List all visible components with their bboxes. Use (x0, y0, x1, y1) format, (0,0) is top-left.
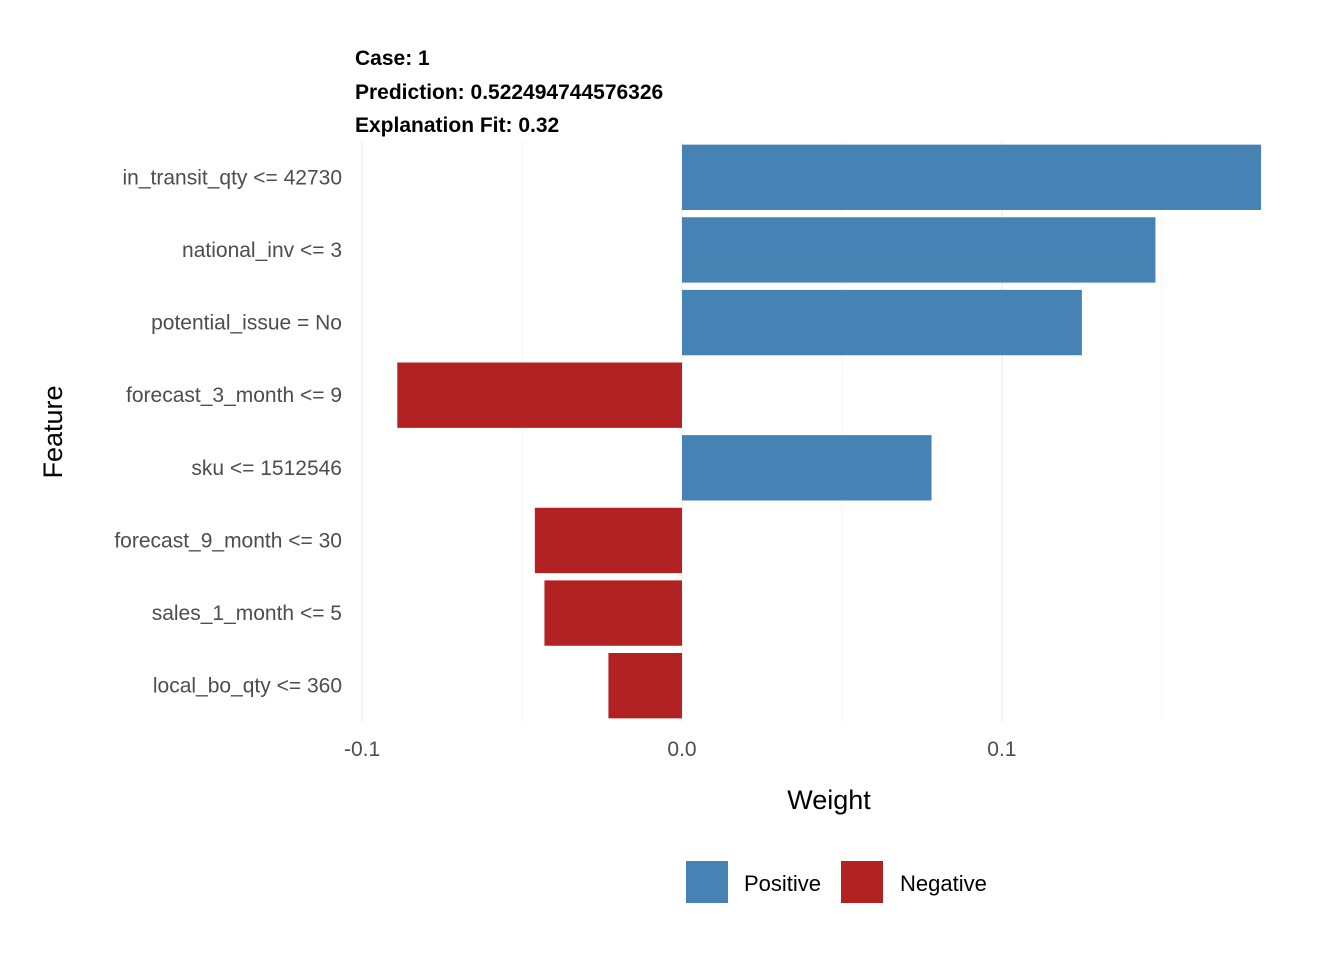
y-tick-label: forecast_3_month <= 9 (126, 384, 342, 407)
y-tick-label: in_transit_qty <= 42730 (123, 166, 343, 189)
bar-4 (397, 362, 682, 428)
legend: Positive Negative (686, 861, 987, 903)
chart-title: Case: 1 Prediction: 0.522494744576326 Ex… (355, 47, 663, 137)
y-tick-label: national_inv <= 3 (182, 239, 342, 262)
y-tick-label: sku <= 1512546 (191, 457, 342, 480)
bar-7 (544, 580, 682, 646)
legend-swatch-positive (686, 861, 728, 903)
legend-swatch-negative (841, 861, 883, 903)
legend-label-positive: Positive (744, 871, 821, 896)
bar-1 (682, 144, 1262, 210)
bar-8 (608, 653, 682, 719)
y-tick-label: potential_issue = No (151, 312, 342, 335)
y-tick-label: sales_1_month <= 5 (152, 602, 342, 625)
x-tick-label: 0.1 (987, 738, 1016, 761)
title-fit-line: Explanation Fit: 0.32 (355, 114, 559, 137)
y-tick-labels: in_transit_qty <= 42730 national_inv <= 3… (114, 166, 342, 697)
title-case-line: Case: 1 (355, 47, 430, 70)
y-tick-label: forecast_9_month <= 30 (114, 529, 342, 552)
bar-3 (682, 289, 1082, 356)
legend-label-negative: Negative (900, 871, 987, 896)
x-tick-label: 0.0 (667, 738, 696, 761)
bars (397, 144, 1262, 719)
y-tick-label: local_bo_qty <= 360 (153, 675, 342, 698)
title-prediction-line: Prediction: 0.522494744576326 (355, 81, 663, 104)
bar-2 (682, 217, 1156, 283)
bar-5 (682, 435, 932, 501)
bar-6 (534, 507, 682, 574)
x-tick-label: -0.1 (344, 738, 380, 761)
y-axis-label: Feature (38, 385, 68, 478)
x-tick-labels: -0.1 0.0 0.1 (344, 738, 1016, 761)
x-axis-label: Weight (787, 785, 871, 815)
